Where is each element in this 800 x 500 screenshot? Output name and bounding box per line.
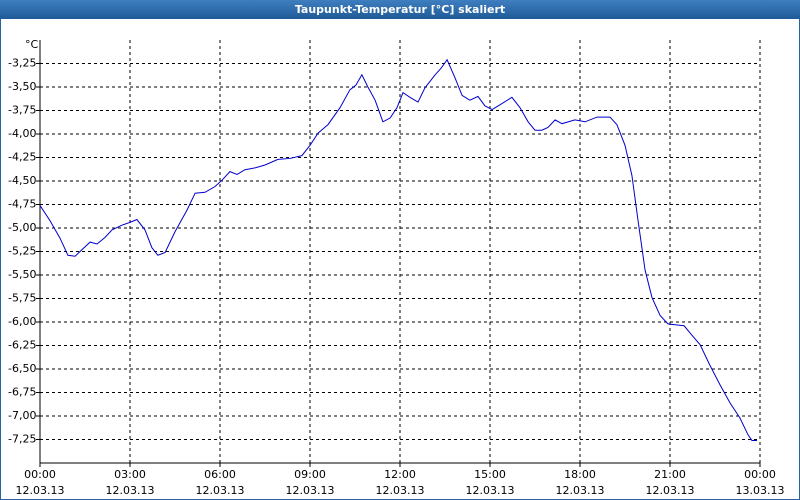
y-tick-label: -6,75 — [8, 386, 36, 399]
y-tick-label: -5,75 — [8, 292, 36, 305]
x-tick-label: 06:00 — [204, 468, 236, 481]
x-tick-date: 12.03.13 — [196, 484, 245, 497]
y-tick-label: -3,50 — [8, 80, 36, 93]
y-tick-label: -6,50 — [8, 362, 36, 375]
y-tick-label: -5,00 — [8, 221, 36, 234]
y-tick-label: -6,00 — [8, 315, 36, 328]
x-tick-label: 18:00 — [564, 468, 596, 481]
y-tick-label: -4,50 — [8, 174, 36, 187]
y-tick-label: -3,25 — [8, 57, 36, 70]
x-tick-label: 12:00 — [384, 468, 416, 481]
x-tick-date: 13.03.13 — [736, 484, 785, 497]
y-tick-label: -4,75 — [8, 198, 36, 211]
x-tick-date: 12.03.13 — [376, 484, 425, 497]
y-tick-label: -3,75 — [8, 104, 36, 117]
y-tick-label: -4,00 — [8, 127, 36, 140]
y-tick-label: -7,25 — [8, 433, 36, 446]
x-tick-date: 12.03.13 — [286, 484, 335, 497]
x-tick-label: 15:00 — [474, 468, 506, 481]
y-tick-label: -7,00 — [8, 409, 36, 422]
y-unit: °C — [25, 38, 39, 51]
title-bar — [0, 0, 800, 19]
x-tick-date: 12.03.13 — [556, 484, 605, 497]
y-tick-label: -5,25 — [8, 245, 36, 258]
x-tick-label: 00:00 — [24, 468, 56, 481]
chart-title: Taupunkt-Temperatur [°C] skaliert — [295, 3, 505, 16]
x-tick-label: 03:00 — [114, 468, 146, 481]
x-tick-date: 12.03.13 — [646, 484, 695, 497]
y-tick-label: -4,25 — [8, 151, 36, 164]
x-tick-label: 21:00 — [654, 468, 686, 481]
y-tick-label: -5,50 — [8, 268, 36, 281]
x-tick-date: 12.03.13 — [466, 484, 515, 497]
data-line — [39, 58, 757, 441]
x-tick-label: 09:00 — [294, 468, 326, 481]
x-tick-date: 12.03.13 — [106, 484, 155, 497]
y-tick-label: -6,25 — [8, 339, 36, 352]
x-tick-label: 00:00 — [744, 468, 776, 481]
x-tick-date: 12.03.13 — [16, 484, 65, 497]
